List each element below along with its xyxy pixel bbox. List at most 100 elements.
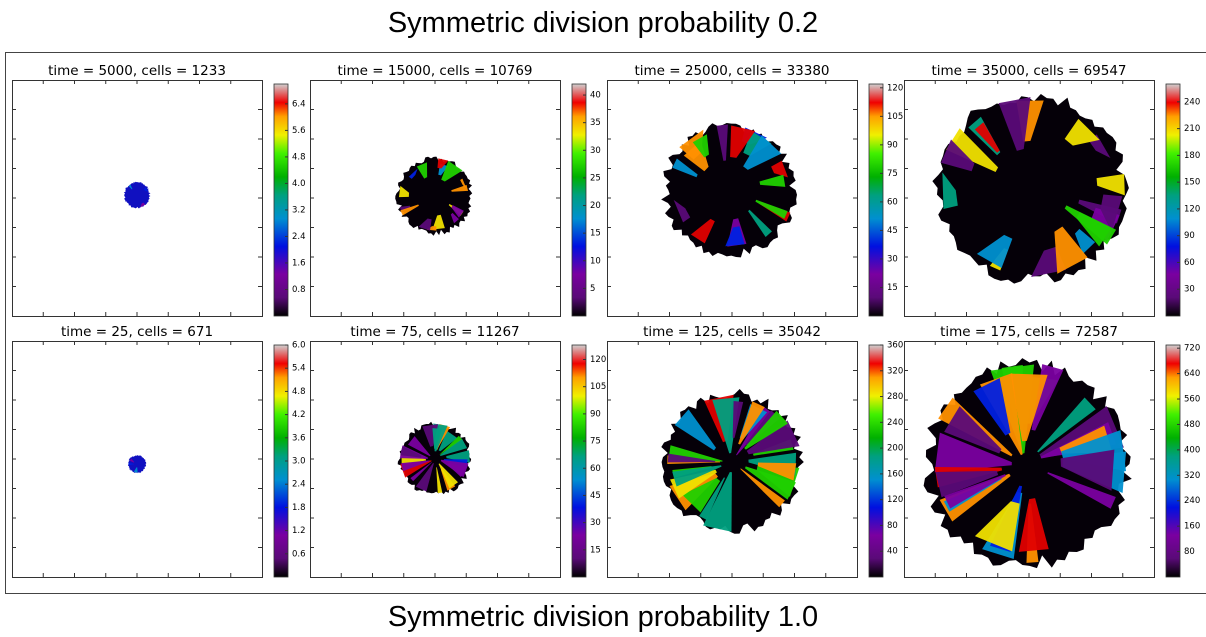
- clone: [407, 436, 431, 457]
- clone: [398, 185, 410, 198]
- clone: [748, 209, 772, 238]
- clone: [440, 459, 469, 478]
- clone: [1074, 228, 1096, 255]
- colorbar-tick-label: 15: [887, 283, 898, 293]
- colorbar-tick-label: 30: [590, 146, 601, 156]
- clone: [738, 401, 765, 445]
- colorbar-tick-label: 80: [1184, 547, 1195, 557]
- clone: [692, 134, 709, 158]
- colorbar-tick-label: 5: [590, 284, 595, 294]
- clone: [667, 453, 716, 463]
- colorbar-tick-label: 210: [1184, 124, 1200, 134]
- clone: [672, 465, 722, 487]
- tumour: [123, 181, 151, 209]
- clone: [129, 458, 135, 463]
- colorbar-tick-label: 180: [1184, 151, 1200, 161]
- panel-title: time = 75, cells = 11267: [350, 324, 519, 340]
- clone: [944, 406, 1002, 454]
- clone: [974, 122, 1000, 153]
- clone: [451, 184, 469, 192]
- clone: [725, 226, 745, 247]
- colorbar-tick-label: 240: [887, 418, 903, 428]
- colorbar-tick-label: 160: [1184, 522, 1200, 532]
- clone: [416, 162, 428, 179]
- colorbar-tick-label: 360: [887, 341, 903, 351]
- colorbar-tick-label: 160: [887, 469, 903, 479]
- clone: [432, 428, 443, 449]
- colorbar-tick-label: 25: [590, 173, 601, 183]
- clone: [1018, 498, 1049, 552]
- colorbar-tick-label: 320: [1184, 471, 1200, 481]
- clone: [451, 205, 464, 218]
- clone: [942, 172, 958, 210]
- colorbar-tick-label: 720: [1184, 344, 1200, 354]
- colorbar-tick-label: 1.8: [292, 503, 306, 513]
- clone: [1064, 205, 1117, 245]
- colorbar-tick-label: 5.6: [292, 126, 306, 136]
- clone: [401, 460, 430, 472]
- colorbar-tick-label: 80: [887, 521, 898, 531]
- colorbar: [571, 83, 587, 317]
- clone: [410, 461, 432, 482]
- clone: [690, 218, 715, 244]
- colorbar-tick-label: 5.4: [292, 364, 306, 374]
- clone: [1010, 373, 1048, 442]
- clone: [755, 199, 788, 219]
- clone: [436, 467, 443, 494]
- tumour: [661, 122, 797, 258]
- colorbar: [868, 344, 884, 578]
- colorbar-tick-label: 2.4: [292, 480, 306, 490]
- colorbar-tick-label: 320: [887, 366, 903, 376]
- tumour: [397, 421, 472, 495]
- colorbar-tick-label: 105: [590, 382, 606, 392]
- colorbar-tick-label: 4.2: [292, 410, 306, 420]
- tumour: [661, 389, 804, 534]
- colorbar: [273, 83, 289, 317]
- colorbar-tick-label: 200: [887, 444, 903, 454]
- clone: [450, 212, 459, 224]
- colorbar-tick-label: 6.0: [292, 341, 306, 351]
- clone: [771, 160, 788, 178]
- clone: [759, 174, 786, 187]
- colorbar-tick-label: 15: [590, 229, 601, 239]
- colorbar-tick-label: 75: [590, 437, 601, 447]
- clone: [934, 432, 1012, 473]
- colorbar-tick-label: 60: [887, 197, 898, 207]
- colorbar-tick-label: 30: [887, 254, 898, 264]
- clone: [440, 438, 468, 456]
- clone: [1054, 226, 1088, 274]
- clone: [1096, 174, 1125, 196]
- tumour-body: [127, 455, 147, 474]
- colorbar-tick-label: 280: [887, 392, 903, 402]
- clone: [744, 410, 788, 450]
- colorbar-tick-label: 0.8: [292, 285, 306, 295]
- clone: [128, 462, 135, 466]
- tumour: [127, 455, 147, 474]
- clone: [703, 471, 732, 532]
- tumour-body: [123, 181, 151, 209]
- clone: [974, 501, 1020, 552]
- colorbar-tick-label: 3.0: [292, 457, 306, 467]
- clone: [418, 218, 432, 231]
- colorbar-tick-label: 45: [887, 226, 898, 236]
- colorbar-tick-label: 40: [590, 91, 601, 101]
- clone: [672, 158, 698, 178]
- colorbar-tick-label: 30: [1184, 285, 1195, 295]
- clone: [437, 158, 449, 169]
- colorbar-tick-label: 120: [1184, 204, 1200, 214]
- colorbar-tick-label: 120: [590, 355, 606, 365]
- clone: [757, 462, 797, 481]
- colorbar-tick-label: 40: [887, 547, 898, 557]
- clone: [128, 184, 133, 190]
- bottom-title: Symmetric division probability 1.0: [388, 601, 818, 633]
- colorbar-tick-label: 560: [1184, 395, 1200, 405]
- colorbar-tick-label: 105: [887, 112, 903, 122]
- colorbar-tick-label: 90: [887, 140, 898, 150]
- clone: [438, 463, 459, 489]
- clone: [716, 124, 728, 161]
- clone: [140, 202, 146, 208]
- colorbar-tick-label: 240: [1184, 496, 1200, 506]
- colorbar: [571, 344, 587, 578]
- colorbar-tick-label: 45: [590, 491, 601, 501]
